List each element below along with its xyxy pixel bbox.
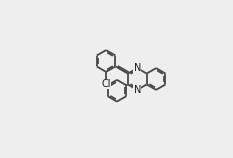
Text: N: N [134,63,141,73]
Text: Cl: Cl [101,79,111,89]
Text: N: N [134,85,141,95]
